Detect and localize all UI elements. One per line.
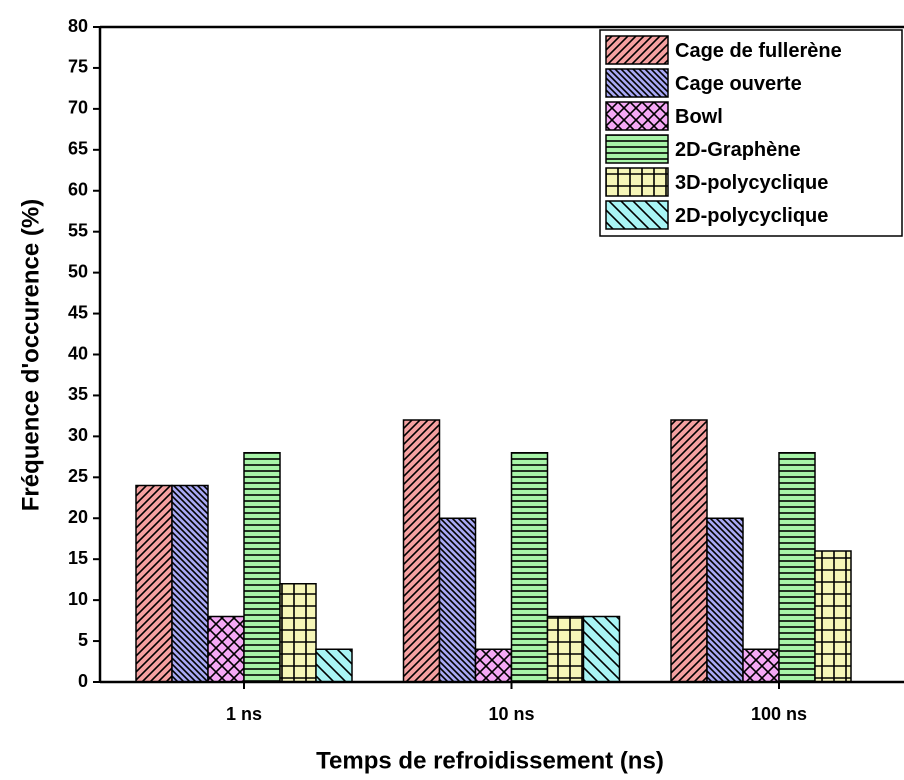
bar [510,452,549,683]
y-tick-label: 60 [68,180,88,200]
y-tick-label: 30 [68,425,88,445]
bar [706,517,744,683]
bar [582,615,621,683]
legend-swatch [605,134,669,164]
y-tick-label: 70 [68,98,88,118]
x-tick-label: 100 ns [751,704,807,724]
legend-label: Cage de fullerène [675,40,842,62]
bar [438,517,477,683]
legend-label: 2D-polycyclique [675,205,828,227]
y-tick-label: 5 [78,630,88,650]
legend-label: 2D-Graphène [675,139,801,161]
y-tick-label: 0 [78,671,88,691]
legend-label: 3D-polycyclique [675,172,828,194]
legend-swatch [605,35,669,65]
bar [279,583,317,683]
bar [814,550,852,683]
bar [315,648,353,683]
y-tick-label: 40 [68,343,88,363]
bar [171,484,209,683]
bar [474,648,513,683]
y-tick-label: 50 [68,261,88,281]
y-tick-label: 75 [68,57,88,77]
bar [546,615,585,683]
legend-swatch [605,167,669,197]
y-tick-label: 45 [68,302,88,322]
bar [135,484,173,683]
y-tick-label: 10 [68,589,88,609]
y-tick-label: 80 [68,16,88,36]
legend-swatch [605,200,669,230]
y-tick-label: 20 [68,507,88,527]
y-tick-label: 15 [68,548,88,568]
legend-label: Bowl [675,106,723,128]
x-tick-label: 1 ns [226,704,262,724]
bar [402,419,441,683]
legend-swatch [605,101,669,131]
bar [670,419,708,683]
y-tick-label: 55 [68,220,88,240]
bar [742,648,780,683]
legend-swatch [605,68,669,98]
bar [243,452,281,683]
y-tick-label: 65 [68,139,88,159]
y-axis-title: Fréquence d'occurence (%) [17,199,44,511]
y-tick-label: 35 [68,384,88,404]
y-tick-label: 25 [68,466,88,486]
legend-label: Cage ouverte [675,73,802,95]
bar [207,615,245,683]
bar [778,452,816,683]
x-tick-label: 10 ns [488,704,534,724]
x-axis-title: Temps de refroidissement (ns) [316,747,664,774]
